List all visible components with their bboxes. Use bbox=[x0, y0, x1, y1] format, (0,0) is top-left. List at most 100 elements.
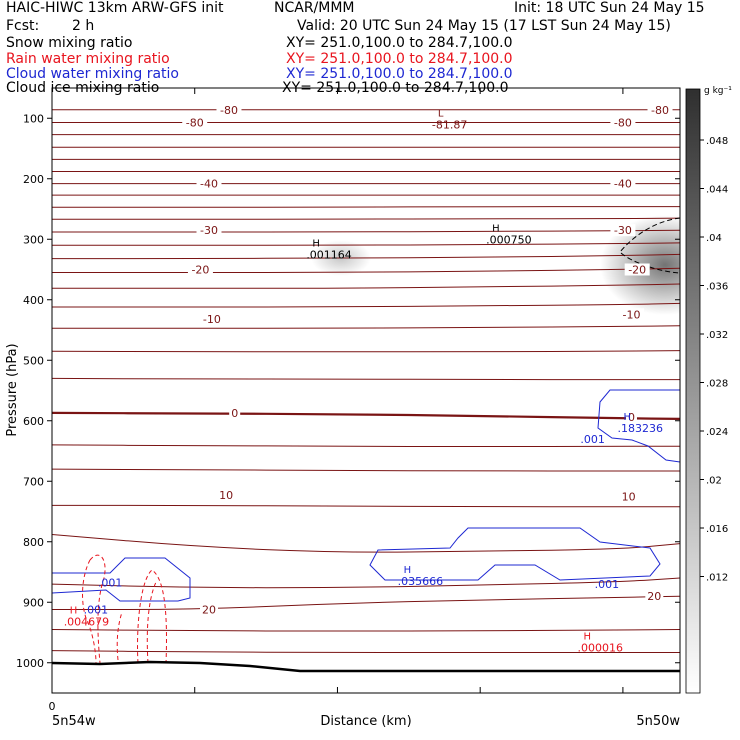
contour-label: -80 bbox=[614, 116, 632, 129]
colorbar-tick-label: .016 bbox=[706, 524, 728, 535]
y-tick-label: 500 bbox=[23, 354, 44, 367]
isotherm-line bbox=[52, 504, 680, 508]
y-tick-label: 100 bbox=[23, 112, 44, 125]
valid-time: Valid: 20 UTC Sun 24 May 15 (17 LST Sun … bbox=[297, 18, 671, 34]
cloud-water-contour-right bbox=[597, 389, 680, 463]
isotherm-line bbox=[52, 468, 680, 472]
contour-label-bg bbox=[624, 263, 650, 276]
extremum-value: .001 bbox=[580, 433, 605, 446]
rain-contour-left bbox=[82, 559, 97, 664]
contour-label: 20 bbox=[202, 604, 216, 617]
extremum-value: .001164 bbox=[306, 248, 352, 261]
isotherm-line bbox=[52, 650, 680, 654]
legend-cloud-water-name: Cloud water mixing ratio bbox=[6, 66, 179, 82]
isotherm-line bbox=[52, 377, 680, 381]
contour-label-bg bbox=[187, 263, 213, 276]
extremum-value: .035666 bbox=[398, 575, 444, 588]
isotherm-line bbox=[52, 534, 680, 553]
contour-label-bg bbox=[199, 313, 225, 326]
extremum-value: .001 bbox=[98, 576, 123, 589]
isotherm-line bbox=[52, 206, 680, 208]
isotherm-line bbox=[52, 253, 680, 260]
init-time: Init: 18 UTC Sun 24 May 15 bbox=[514, 0, 705, 16]
contour-label: 20 bbox=[647, 590, 661, 603]
contour-label: 0 bbox=[628, 411, 635, 424]
rain-contour-left bbox=[116, 611, 123, 661]
colorbar-tick-label: .024 bbox=[706, 427, 728, 438]
contour-label-bg bbox=[618, 308, 644, 321]
y-tick-label: 1000 bbox=[16, 657, 44, 670]
colorbar-tick-label: .048 bbox=[706, 136, 728, 147]
temperature-contours bbox=[52, 109, 680, 654]
contour-label: -40 bbox=[614, 178, 632, 191]
extremum-marker: L bbox=[438, 108, 444, 119]
contour-label: -40 bbox=[200, 178, 218, 191]
isotherm-line bbox=[52, 217, 680, 220]
contour-label-bg bbox=[619, 490, 638, 503]
contour-label: 0 bbox=[231, 407, 238, 420]
extremum-marker: H bbox=[492, 223, 500, 234]
rain-contour-left bbox=[137, 569, 167, 664]
colorbar-tick-label: .032 bbox=[706, 330, 728, 341]
contour-label-bg bbox=[625, 411, 637, 424]
field-contours bbox=[52, 217, 680, 673]
extremum-marker: H bbox=[312, 238, 320, 249]
forecast-value: 2 h bbox=[72, 18, 95, 34]
contour-label-bg bbox=[217, 489, 236, 502]
colorbar-tick-label: .012 bbox=[706, 573, 728, 584]
extremum-marker: H bbox=[404, 565, 412, 576]
extremum-marker: H bbox=[584, 632, 592, 643]
contour-label-bg bbox=[196, 177, 222, 190]
model-title: HAIC-HIWC 13km ARW-GFS init bbox=[6, 0, 224, 16]
isotherm-line bbox=[52, 283, 680, 289]
extremum-value: .000750 bbox=[486, 233, 532, 246]
legend-rain-name: Rain water mixing ratio bbox=[6, 51, 170, 67]
extremum-value: -81.87 bbox=[432, 118, 467, 131]
terrain-line bbox=[52, 660, 680, 673]
contour-label-bg bbox=[196, 224, 222, 237]
y-tick-label: 600 bbox=[23, 415, 44, 428]
isotherm-line bbox=[52, 267, 680, 274]
legend-cloud-water-xy: XY= 251.0,100.0 to 284.7,100.0 bbox=[286, 66, 513, 82]
extremum-value: .001 bbox=[595, 578, 620, 591]
contour-labels: -80 -80 -80 -80 -40 -40 -30 -30 -20 -20 -10 -10 0 0 10… bbox=[182, 103, 673, 617]
contour-label-bg bbox=[610, 177, 636, 190]
contour-label: 10 bbox=[219, 489, 233, 502]
contour-label-bg bbox=[216, 103, 242, 116]
extremum-value: .004679 bbox=[64, 616, 110, 629]
legend-rain-xy: XY= 251.0,100.0 to 284.7,100.0 bbox=[286, 51, 513, 67]
colorbar-tick-label: .036 bbox=[706, 282, 728, 293]
ice-contour-dashed bbox=[619, 217, 680, 274]
contour-label: -20 bbox=[628, 264, 646, 277]
colorbar-tick-label: .02 bbox=[706, 476, 722, 487]
colorbar-tick-label: .044 bbox=[706, 185, 728, 196]
isotherm-line bbox=[52, 242, 680, 246]
y-tick-label: 700 bbox=[23, 475, 44, 488]
contour-label-bg bbox=[645, 590, 664, 603]
y-tick-label: 200 bbox=[23, 173, 44, 186]
isotherm-line bbox=[52, 350, 680, 353]
forecast-label: Fcst: bbox=[6, 18, 40, 34]
isotherm-line bbox=[52, 629, 680, 632]
legend-snow-xy: XY= 251.0,100.0 to 284.7,100.0 bbox=[286, 35, 513, 51]
isotherm-line bbox=[52, 229, 680, 233]
legend-snow-name: Snow mixing ratio bbox=[6, 35, 133, 51]
isotherm-line bbox=[52, 302, 680, 308]
contour-label: -80 bbox=[186, 116, 204, 129]
org-label: NCAR/MMM bbox=[274, 0, 355, 16]
cloud-water-contour-left bbox=[52, 557, 191, 602]
contour-label-bg bbox=[610, 224, 636, 237]
isotherm-line bbox=[52, 595, 680, 610]
contour-label: -30 bbox=[614, 224, 632, 237]
contour-label-bg bbox=[200, 603, 218, 616]
extremum-value: .001 bbox=[84, 604, 109, 617]
contour-label-bg bbox=[610, 116, 636, 129]
rain-contour-left bbox=[89, 554, 106, 664]
contour-label: -10 bbox=[622, 308, 640, 321]
isotherm-line bbox=[52, 577, 680, 589]
contour-label: -80 bbox=[651, 104, 669, 117]
y-axis-title: Pressure (hPa) bbox=[5, 343, 20, 436]
x-start-label: 5n54w bbox=[52, 714, 96, 729]
